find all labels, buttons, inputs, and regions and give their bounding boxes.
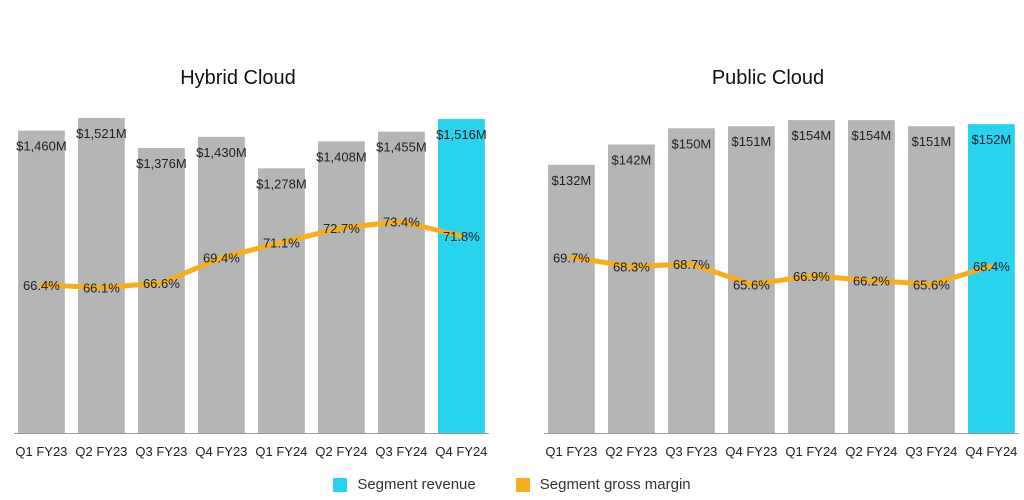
margin-data-label: 68.7% — [673, 257, 710, 272]
revenue-bar — [18, 130, 65, 433]
revenue-data-label: $142M — [612, 153, 652, 168]
margin-data-label: 66.1% — [83, 281, 120, 296]
revenue-data-label: $1,455M — [376, 140, 427, 155]
revenue-bar — [548, 164, 595, 433]
revenue-bar — [198, 136, 245, 433]
legend-item-revenue: Segment revenue — [333, 476, 476, 493]
x-tick-label: Q1 FY24 — [255, 444, 307, 459]
x-tick-label: Q3 FY23 — [135, 444, 187, 459]
revenue-data-label: $151M — [912, 134, 952, 149]
revenue-bar — [318, 141, 365, 433]
legend-swatch-revenue — [333, 477, 348, 492]
revenue-data-label: $1,521M — [76, 126, 127, 141]
public-cloud-chart: Public Cloud $132M Q1 FY23 $142M Q2 FY23 $15… — [544, 67, 1019, 459]
x-tick-label: Q4 FY23 — [725, 444, 777, 459]
margin-data-label: 66.4% — [23, 278, 60, 293]
revenue-data-label: $1,460M — [16, 139, 67, 154]
revenue-bar — [78, 118, 125, 434]
revenue-data-label: $150M — [672, 136, 712, 151]
legend-label-margin: Segment gross margin — [539, 476, 691, 493]
margin-data-label: 71.8% — [443, 229, 480, 244]
legend-swatch-margin — [515, 477, 530, 492]
x-tick-label: Q4 FY23 — [195, 444, 247, 459]
revenue-bar — [438, 119, 485, 433]
x-tick-label: Q2 FY23 — [605, 444, 657, 459]
margin-data-label: 65.6% — [913, 278, 950, 293]
legend-item-margin: Segment gross margin — [515, 476, 691, 493]
revenue-data-label: $154M — [852, 128, 892, 143]
revenue-bar — [378, 131, 425, 433]
revenue-data-label: $1,516M — [436, 127, 487, 142]
revenue-data-label: $152M — [972, 132, 1012, 147]
x-tick-label: Q3 FY24 — [375, 444, 427, 459]
x-tick-label: Q3 FY23 — [665, 444, 717, 459]
revenue-data-label: $132M — [552, 173, 592, 188]
x-tick-label: Q2 FY23 — [75, 444, 127, 459]
x-tick-label: Q4 FY24 — [435, 444, 487, 459]
margin-data-label: 68.3% — [613, 260, 650, 275]
revenue-data-label: $1,430M — [196, 145, 247, 160]
x-tick-label: Q1 FY23 — [545, 444, 597, 459]
gross-margin-line — [568, 254, 994, 287]
chart-legend: Segment revenue Segment gross margin — [0, 476, 1024, 493]
revenue-bar — [258, 168, 305, 433]
x-tick-label: Q1 FY24 — [785, 444, 837, 459]
x-tick-label: Q4 FY24 — [965, 444, 1017, 459]
margin-data-label: 69.7% — [553, 250, 590, 265]
revenue-bar — [608, 144, 655, 433]
margin-data-label: 71.1% — [263, 235, 300, 250]
legend-label-revenue: Segment revenue — [357, 476, 476, 493]
public-cloud-title: Public Cloud — [712, 67, 824, 89]
revenue-data-label: $1,376M — [136, 156, 187, 171]
margin-data-label: 66.6% — [143, 276, 180, 291]
hybrid-cloud-title: Hybrid Cloud — [180, 67, 296, 89]
revenue-bar — [668, 128, 715, 433]
margin-data-label: 66.2% — [853, 274, 890, 289]
margin-data-label: 69.4% — [203, 251, 240, 266]
margin-data-label: 73.4% — [383, 215, 420, 230]
x-tick-label: Q3 FY24 — [905, 444, 957, 459]
revenue-bar — [968, 124, 1015, 433]
x-tick-label: Q2 FY24 — [315, 444, 367, 459]
gross-margin-line — [38, 219, 464, 291]
margin-data-label: 65.6% — [733, 278, 770, 293]
revenue-bar — [138, 148, 185, 433]
margin-data-label: 72.7% — [323, 221, 360, 236]
revenue-data-label: $1,408M — [316, 149, 367, 164]
revenue-data-label: $1,278M — [256, 176, 307, 191]
margin-data-label: 66.9% — [793, 269, 830, 284]
revenue-data-label: $151M — [732, 134, 772, 149]
margin-data-label: 68.4% — [973, 259, 1010, 274]
hybrid-cloud-chart: Hybrid Cloud $1,460M Q1 FY23 $1,521M Q2 FY2… — [14, 67, 489, 459]
revenue-data-label: $154M — [792, 128, 832, 143]
x-tick-label: Q2 FY24 — [845, 444, 897, 459]
x-tick-label: Q1 FY23 — [15, 444, 67, 459]
revenue-bar — [848, 120, 895, 433]
